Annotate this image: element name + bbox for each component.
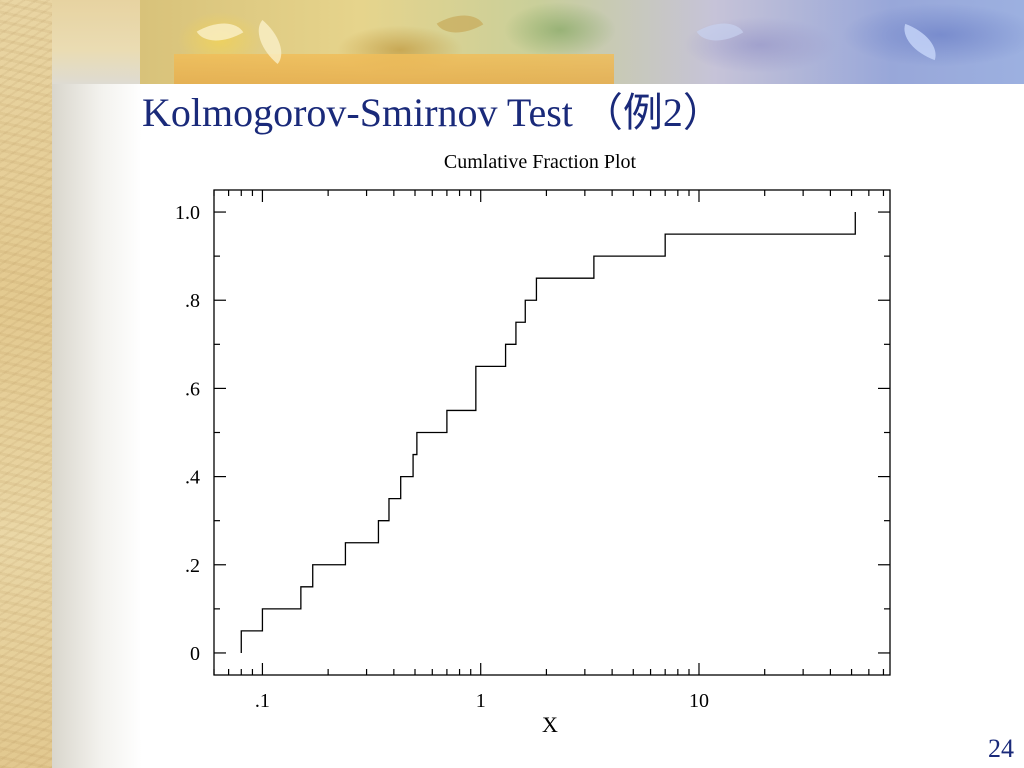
plot-frame	[213, 189, 891, 676]
y-tick-label: 0	[190, 643, 200, 665]
x-axis-label: X	[542, 712, 558, 737]
x-tick-label: 10	[689, 690, 709, 712]
chart-title: Cumlative Fraction Plot	[444, 151, 637, 173]
leaf-decoration	[696, 11, 744, 53]
y-tick-label: 1.0	[175, 202, 200, 224]
leaf-decoration	[436, 3, 484, 45]
leaf-decoration	[196, 11, 244, 53]
page-number: 24	[988, 734, 1014, 763]
series-step-line	[240, 212, 856, 653]
y-tick-label: .6	[185, 378, 200, 400]
parchment-strip	[0, 0, 52, 768]
x-tick-label: .1	[255, 690, 270, 712]
tick-marks	[213, 190, 890, 675]
left-shadow	[52, 84, 142, 768]
cumulative-fraction-chart: Cumlative Fraction Plot .1 1 10 0 .2 .4 .6 .8 1.…	[175, 151, 891, 737]
chart-area: Cumlative Fraction Plot .1 1 10 0 .2 .4 .6 .8 1.…	[140, 140, 900, 740]
banner-bar	[174, 54, 614, 84]
parchment-top-corner	[52, 0, 142, 84]
y-tick-label: .8	[185, 290, 200, 312]
y-tick-label: .4	[185, 467, 200, 489]
leaf-decoration	[897, 23, 943, 61]
leaf-banner	[140, 0, 1024, 84]
tick-labels: .1 1 10 0 .2 .4 .6 .8 1.0	[175, 202, 709, 712]
y-tick-label: .2	[185, 555, 200, 577]
slide-title: Kolmogorov-Smirnov Test （例2）	[142, 90, 723, 135]
x-tick-label: 1	[476, 690, 486, 712]
